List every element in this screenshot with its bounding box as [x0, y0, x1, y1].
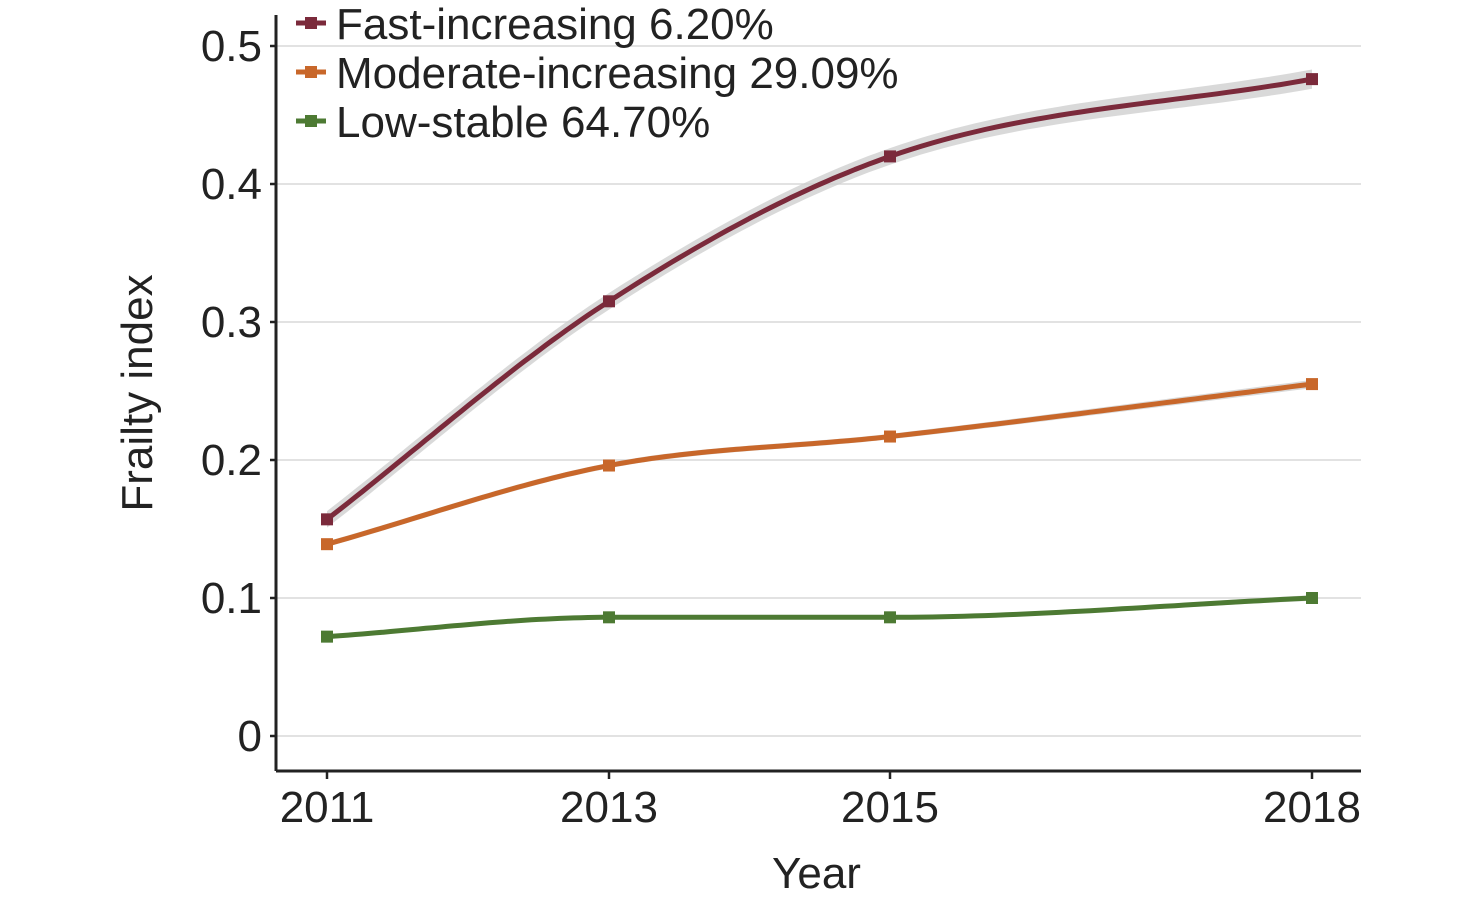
data-point-0-1 [603, 295, 615, 308]
data-point-2-2 [884, 611, 896, 624]
legend-swatch-marker-2 [305, 115, 317, 127]
x-tick-label-1: 2013 [560, 783, 658, 832]
data-point-2-3 [1306, 592, 1318, 604]
data-point-2-1 [603, 611, 615, 624]
series-markers [321, 73, 1318, 643]
legend: Fast-increasing 6.20%Moderate-increasing… [296, 0, 899, 147]
confidence-bands [327, 69, 1312, 638]
data-point-2-0 [321, 630, 333, 643]
data-point-1-1 [603, 459, 615, 472]
data-point-1-2 [884, 430, 896, 443]
y-axis-label: Frailty index [113, 274, 162, 511]
y-tick-label-3: 0.3 [201, 298, 262, 347]
y-tick-label-2: 0.2 [201, 436, 262, 485]
series-line-1 [324, 381, 1315, 547]
data-point-0-0 [321, 513, 333, 526]
legend-swatch-marker-0 [305, 17, 317, 29]
grid-lines [276, 45, 1361, 737]
legend-label-2: Low-stable 64.70% [336, 98, 710, 147]
y-tick-label-4: 0.4 [201, 160, 262, 209]
legend-label-0: Fast-increasing 6.20% [336, 0, 774, 49]
x-ticks: 2011 2013 2015 2018 [280, 771, 1361, 832]
x-tick-label-3: 2018 [1263, 783, 1361, 832]
series-line-2 [324, 595, 1315, 640]
legend-label-1: Moderate-increasing 29.09% [336, 49, 899, 98]
data-point-0-2 [884, 150, 896, 163]
x-axis-label: Year [772, 849, 861, 898]
axes [274, 15, 1361, 773]
x-tick-label-0: 2011 [280, 783, 375, 832]
legend-swatch-marker-1 [305, 66, 317, 78]
data-point-1-0 [321, 538, 333, 551]
data-point-1-3 [1306, 378, 1318, 391]
y-tick-label-1: 0.1 [201, 574, 262, 623]
series-line-0 [324, 76, 1315, 522]
data-point-0-3 [1306, 73, 1318, 86]
x-tick-label-2: 2015 [841, 783, 939, 832]
series-lines [324, 76, 1315, 640]
y-tick-label-0: 0 [238, 712, 262, 761]
y-ticks: 0 0.1 0.2 0.3 0.4 0.5 [201, 22, 276, 761]
y-tick-label-5: 0.5 [201, 22, 262, 71]
